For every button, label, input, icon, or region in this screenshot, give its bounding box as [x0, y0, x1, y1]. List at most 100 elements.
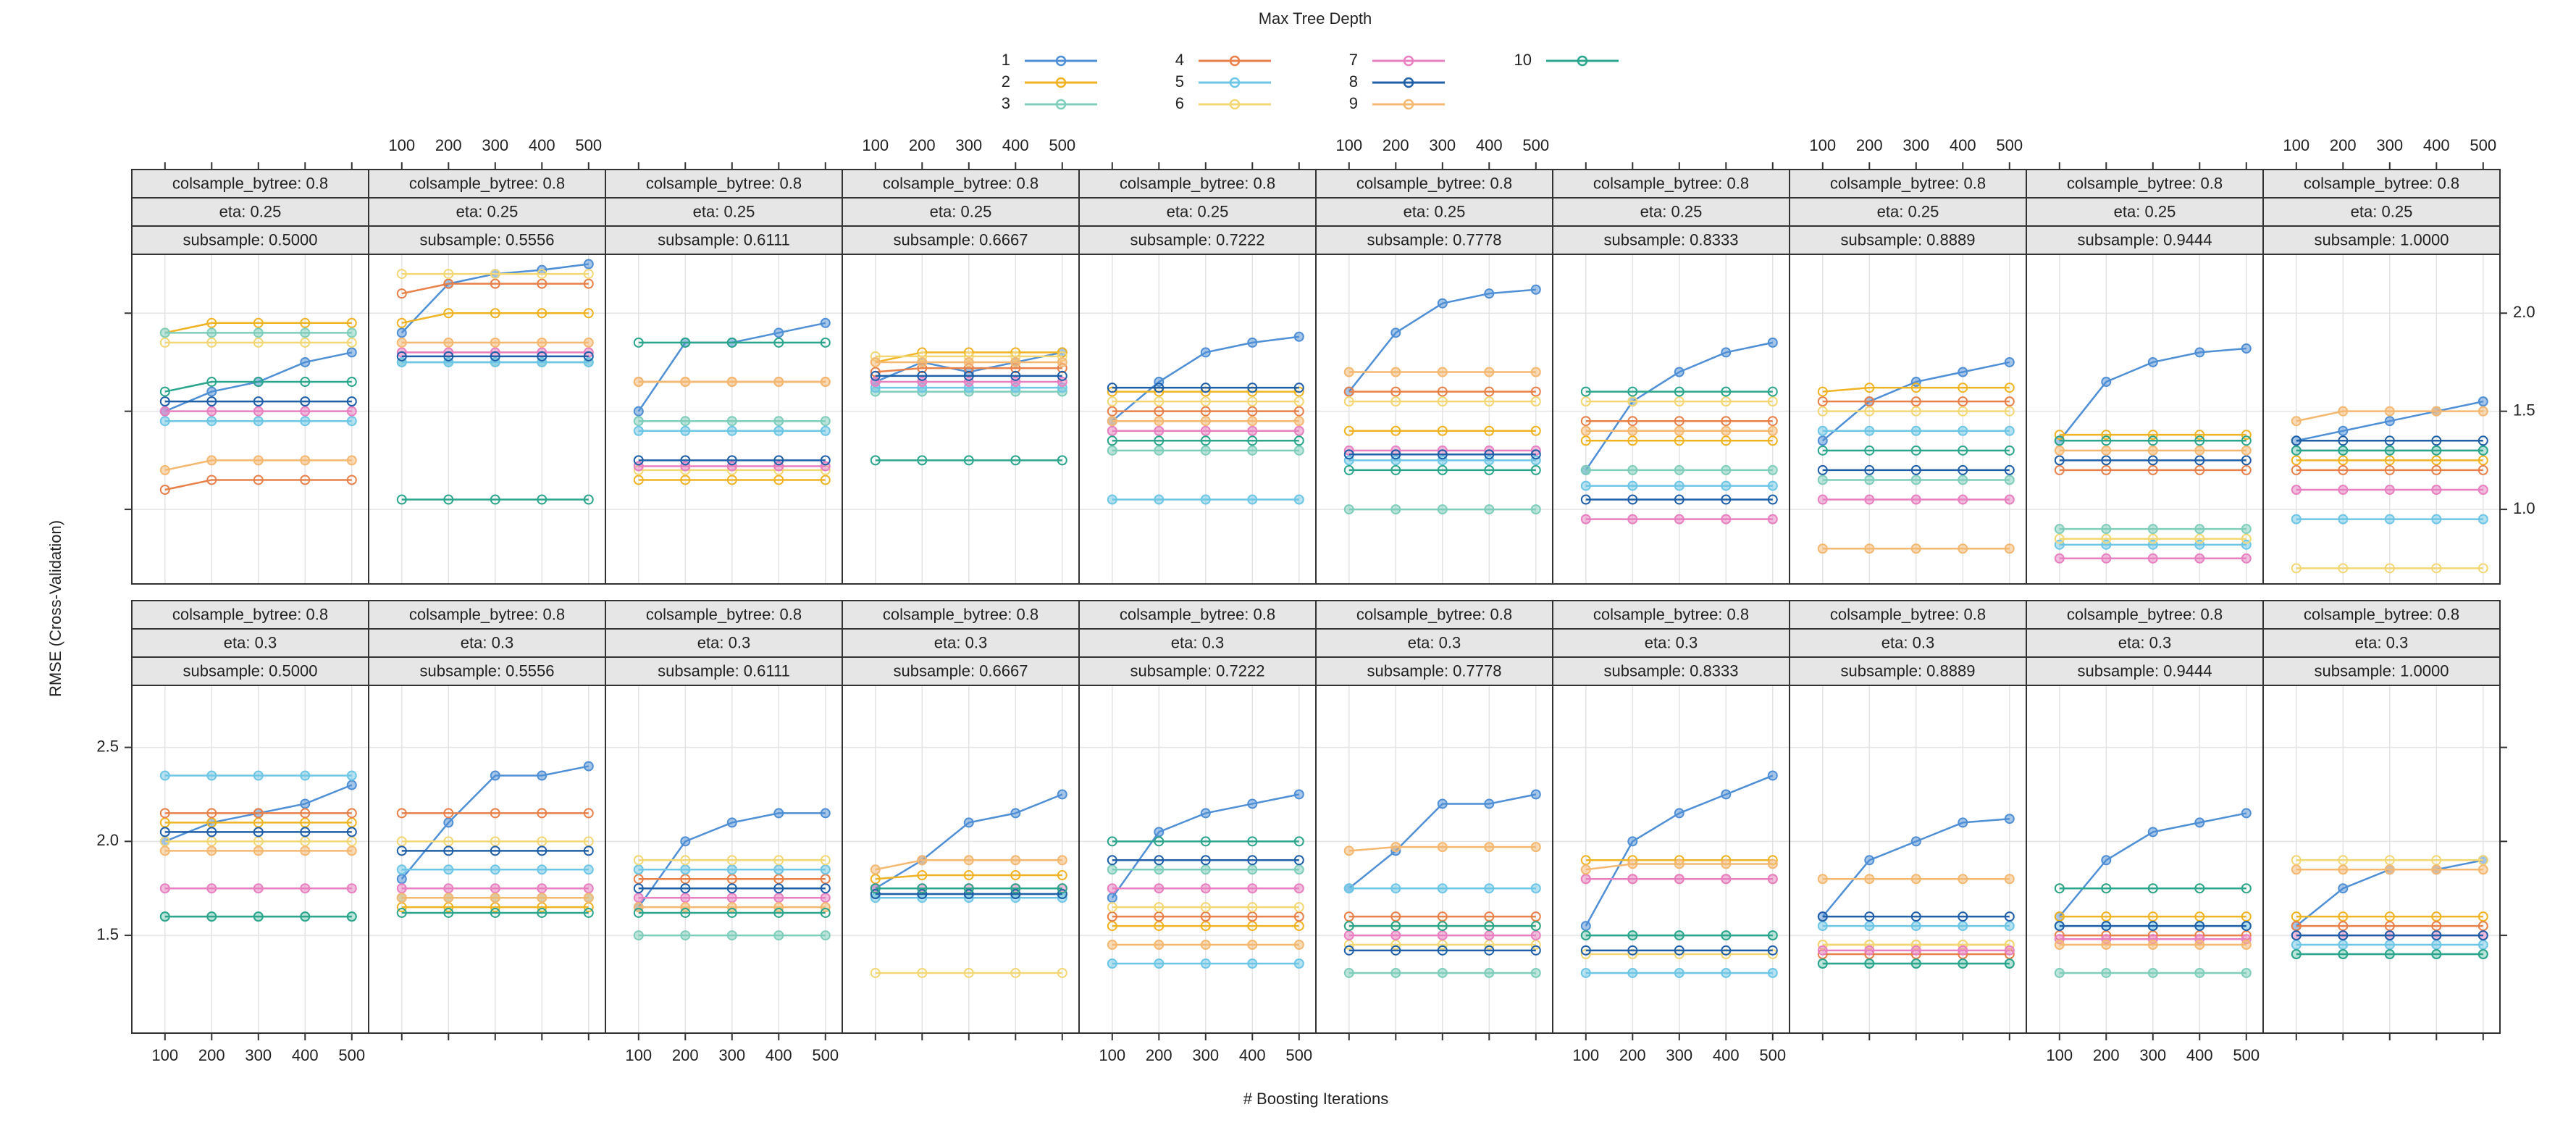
series-point — [443, 907, 454, 918]
series-point — [2101, 533, 2112, 544]
series-point — [2291, 485, 2302, 495]
series-point — [2004, 945, 2015, 956]
series-point — [253, 455, 264, 466]
series-point — [633, 930, 644, 941]
series-point — [1484, 464, 1495, 475]
series-point — [773, 425, 784, 436]
series-point — [1817, 406, 1828, 417]
series-point — [2241, 455, 2252, 466]
series-point — [633, 416, 644, 427]
series-point — [1817, 475, 1828, 485]
series-point — [2431, 940, 2442, 951]
series-point — [300, 911, 311, 922]
series-point — [300, 798, 311, 809]
series-point — [2004, 874, 2015, 885]
series-point — [633, 425, 644, 436]
strip-label: subsample: 0.8333 — [1604, 230, 1739, 248]
series-point — [1864, 406, 1875, 417]
legend-label: 1 — [1002, 51, 1010, 69]
series-point — [726, 855, 737, 866]
series-point — [1721, 494, 1732, 505]
series-point — [633, 475, 644, 485]
series-point — [2101, 430, 2112, 440]
series-point — [1530, 883, 1541, 894]
series-point — [1437, 798, 1448, 809]
series-point — [1247, 406, 1258, 417]
series-point — [1580, 464, 1591, 475]
series-point — [2101, 445, 2112, 456]
series-point — [1721, 514, 1732, 525]
series-point — [1958, 445, 1968, 456]
series-point — [773, 864, 784, 875]
series-point — [2384, 514, 2395, 525]
series-point — [1154, 836, 1165, 847]
series-point — [1247, 855, 1258, 866]
series-point — [1057, 789, 1067, 800]
series-point — [2291, 563, 2302, 574]
series-point — [1864, 396, 1875, 407]
strip-label: colsample_bytree: 0.8 — [883, 174, 1039, 192]
series-point — [396, 288, 407, 299]
series-point — [1343, 367, 1354, 377]
series-point — [1293, 416, 1304, 427]
series-point — [1107, 494, 1117, 505]
series-point — [583, 337, 594, 348]
series-point — [1910, 543, 1921, 554]
series-point — [2241, 430, 2252, 440]
series-point — [680, 337, 691, 348]
series-point — [1247, 883, 1258, 894]
strip — [2262, 169, 2501, 199]
series-point — [2101, 524, 2112, 535]
strip-label: subsample: 0.5000 — [183, 661, 318, 680]
series-point — [870, 967, 881, 978]
series-point — [583, 494, 594, 505]
series-point — [1010, 455, 1021, 466]
series-point — [1721, 425, 1732, 436]
legend-marker — [1403, 55, 1414, 67]
series-point — [2194, 553, 2205, 564]
series-point — [1627, 945, 1638, 956]
strip — [1552, 656, 1790, 686]
series-point — [2147, 435, 2158, 446]
series-point — [1390, 425, 1401, 436]
series-point — [1674, 386, 1685, 397]
series-point — [820, 930, 831, 941]
series-point — [346, 327, 357, 338]
series-point — [820, 317, 831, 328]
series-point — [2054, 524, 2065, 535]
series-point — [963, 817, 974, 828]
series-point — [300, 475, 311, 485]
strip — [1789, 656, 2027, 686]
series-point — [1627, 464, 1638, 475]
strip-label: eta: 0.3 — [697, 633, 750, 651]
series-point — [963, 855, 974, 866]
series-point — [820, 893, 831, 903]
series-point — [346, 911, 357, 922]
series-point — [2338, 940, 2349, 951]
series-point — [253, 808, 264, 819]
series-point — [2194, 967, 2205, 978]
strip — [1078, 600, 1317, 630]
series-point — [1010, 370, 1021, 381]
strip — [842, 225, 1080, 255]
series-point — [1674, 464, 1685, 475]
series-point — [773, 327, 784, 338]
series-point — [1864, 445, 1875, 456]
series-point — [490, 494, 500, 505]
strip-label: colsample_bytree: 0.8 — [2304, 605, 2459, 623]
series-point — [1721, 416, 1732, 427]
series-point — [917, 870, 928, 881]
series-point — [300, 377, 311, 388]
series-point — [346, 347, 357, 358]
series-point — [680, 864, 691, 875]
series-point — [2241, 464, 2252, 475]
x-tick-label: 300 — [2139, 1046, 2166, 1064]
strip-label: colsample_bytree: 0.8 — [409, 605, 565, 623]
x-tick-label: 200 — [2093, 1046, 2120, 1064]
series-point — [300, 455, 311, 466]
series-point — [1530, 386, 1541, 397]
series-point — [2338, 514, 2349, 525]
series-point — [1390, 842, 1401, 853]
series-point — [1107, 883, 1117, 894]
x-tick-label: 200 — [2330, 136, 2357, 154]
